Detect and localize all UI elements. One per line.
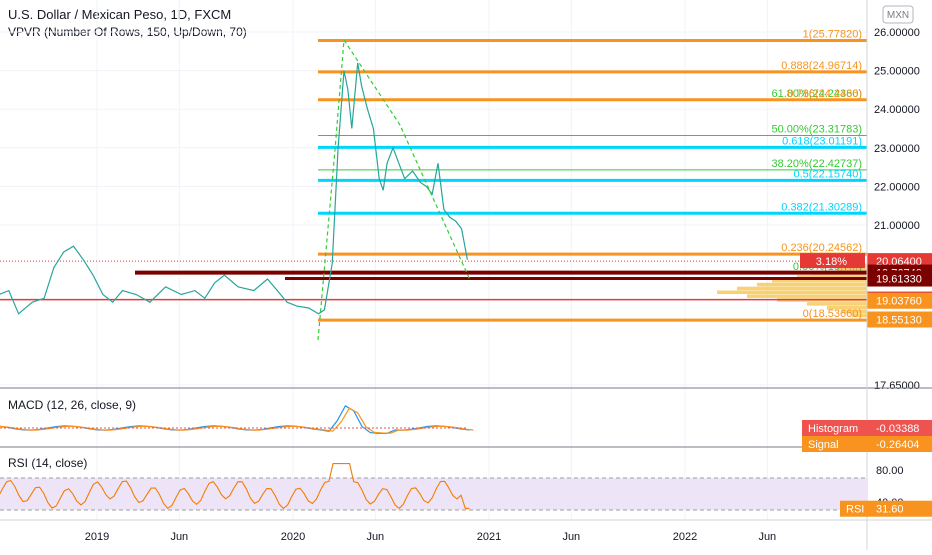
time-tick-label: 2019 <box>85 531 109 543</box>
price-tick-label: 22.00000 <box>874 181 920 193</box>
time-tick-label: Jun <box>758 531 776 543</box>
price-tick-label: 23.00000 <box>874 143 920 155</box>
time-tick-label: Jun <box>366 531 384 543</box>
trend-guide-down <box>343 39 471 281</box>
volume-profile-bar <box>772 278 867 283</box>
rsi-title: RSI (14, close) <box>8 456 87 470</box>
price-tag-value: 19.61330 <box>876 274 922 286</box>
volume-profile-bar <box>747 294 867 298</box>
time-tick-label: Jun <box>562 531 580 543</box>
price-tick-label: 26.00000 <box>874 27 920 39</box>
volume-profile-bar <box>837 267 867 271</box>
volume-profile-bar <box>717 290 867 295</box>
rsi-tag: RSI 31.60 <box>840 500 932 517</box>
macd-series <box>0 404 474 434</box>
rsi-tick-label: 80.00 <box>876 465 904 477</box>
macd-tag-label: Histogram <box>808 423 858 435</box>
volume-profile-bar <box>852 313 867 318</box>
rsi-series <box>0 463 470 510</box>
macd-tag-label: Signal <box>808 439 839 451</box>
fib-level-label: 0.786(24.2436) <box>787 88 862 100</box>
price-tick-label: 21.00000 <box>874 220 920 232</box>
price-pane-bg <box>0 0 867 388</box>
currency-badge-box[interactable] <box>882 5 914 24</box>
price-tag-box <box>867 311 932 328</box>
fib-level-label: 50.00%(23.31783) <box>771 124 862 136</box>
price-tag-value: 19.03760 <box>876 296 922 308</box>
fib-level-label: 0.236(20.24562) <box>781 242 862 254</box>
price-line <box>0 62 468 315</box>
time-axis: 2019 Jun 2020 Jun 2021 Jun 2022 Jun <box>85 531 776 543</box>
macd-tag-box <box>802 436 932 452</box>
price-tag-box <box>867 292 932 309</box>
macd-tag-value: -0.26404 <box>876 439 919 451</box>
price-tag-box <box>867 270 932 287</box>
price-tick-label: 17.65000 <box>874 380 920 392</box>
fib-level-label: 0.618(23.01191) <box>782 135 862 147</box>
percent-tag-box <box>800 253 865 269</box>
volume-profile-bar <box>827 305 867 310</box>
rsi-tag-value: 31.60 <box>876 504 904 516</box>
fib-level-label: 61.80%(24.24360) <box>771 88 862 100</box>
volume-profile-bar <box>797 275 867 279</box>
volume-profile-bar <box>757 282 867 287</box>
volume-profile-bar <box>807 302 867 306</box>
fib-level-label: 1(25.77820) <box>803 29 862 41</box>
symbol-title: U.S. Dollar / Mexican Peso, 1D, FXCM <box>8 7 231 22</box>
fib-level-label: 0.382(21.30289) <box>781 201 862 213</box>
fib-level-label: 0(18.53660) <box>803 308 862 320</box>
macd-tag-box <box>802 420 932 436</box>
trend-guide-up <box>317 39 345 341</box>
price-tick-label: 25.00000 <box>874 66 920 78</box>
macd-tag-value: -0.03388 <box>876 423 919 435</box>
time-tick-label: Jun <box>170 531 188 543</box>
volume-profile-bar <box>842 309 867 314</box>
time-tick-label: 2022 <box>673 531 697 543</box>
fib-level-label: 0.888(24.96714) <box>781 60 862 72</box>
rsi-tag-label: RSI <box>846 504 864 516</box>
price-tick-label: 24.00000 <box>874 104 920 116</box>
price-series <box>0 39 471 341</box>
price-tag-value: 18.55130 <box>876 315 922 327</box>
percent-tag: 3.18% <box>816 256 847 268</box>
fib-level-label: 38.20%(22.42737) <box>771 158 862 170</box>
fib-level-label: 0.5(22.15740) <box>794 168 863 180</box>
price-axis: 26.00000 25.00000 24.00000 23.00000 22.00000… <box>874 27 920 392</box>
rsi-tag-box <box>840 500 932 517</box>
macd-tags: Histogram -0.03388 Signal -0.26404 <box>802 420 932 452</box>
time-tick-label: 2020 <box>281 531 305 543</box>
macd-title: MACD (12, 26, close, 9) <box>8 398 136 412</box>
price-tags: 3.18%20.0640019.7674019.6133019.0683219.… <box>800 253 932 328</box>
volume-profile-bar <box>737 286 867 291</box>
rsi-line <box>0 463 470 510</box>
time-tick-label: 2021 <box>477 531 501 543</box>
currency-badge: MXN <box>887 10 909 21</box>
signal-line <box>0 407 474 434</box>
